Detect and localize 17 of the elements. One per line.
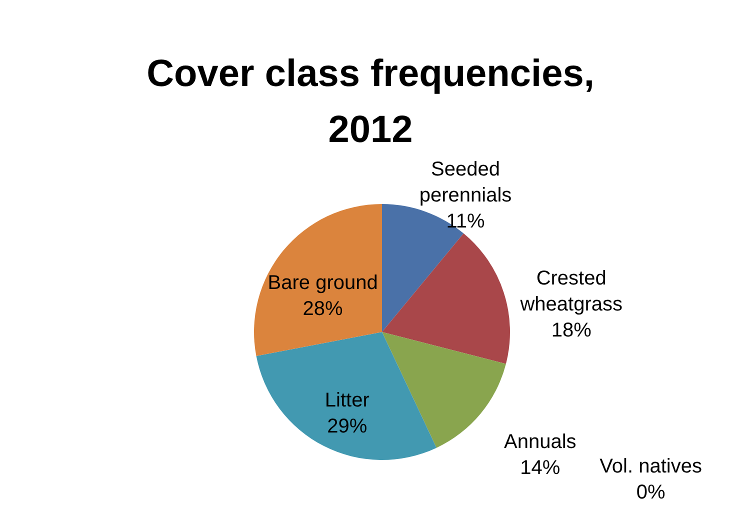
slice-label: Litter	[324, 389, 370, 412]
data-label: 18%	[551, 320, 592, 342]
pie-slice	[382, 233, 510, 364]
slice-label: Crested wheatgrass	[519, 268, 622, 316]
pie-slice	[382, 332, 506, 448]
slice-label: Seeded perennials	[419, 158, 512, 206]
data-label: 28%	[302, 298, 344, 320]
data-label: 29%	[327, 415, 368, 438]
pie-slice	[256, 332, 436, 460]
pie-slice	[254, 204, 382, 356]
category-label: Vol. natives	[600, 455, 702, 478]
slice-label: Annuals	[504, 431, 576, 454]
slice-label: Bare ground	[268, 272, 378, 294]
data-label: 14%	[520, 457, 560, 480]
chart-title: Cover class frequencies, 2012	[146, 53, 594, 151]
data-label: 11%	[446, 210, 486, 232]
text: 0%	[636, 481, 666, 504]
